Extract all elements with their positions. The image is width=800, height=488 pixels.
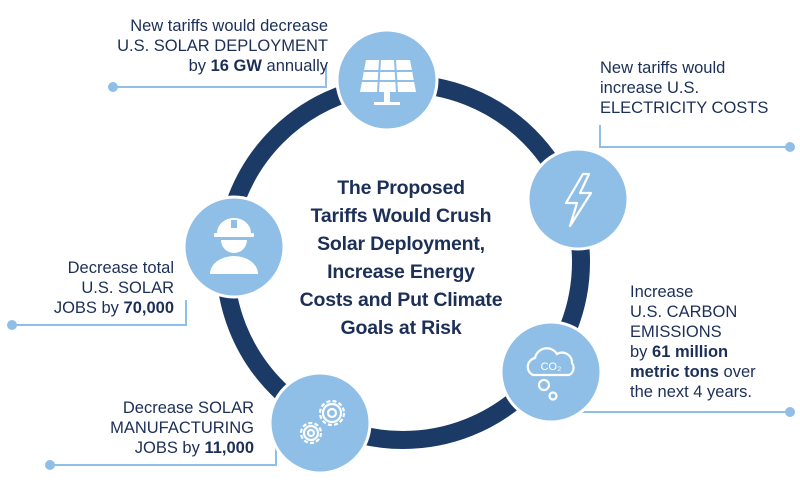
text: by [188, 57, 211, 75]
text: Increase [630, 283, 694, 301]
text: by [630, 343, 653, 361]
label-solar-jobs: Decrease total U.S. SOLAR JOBS by 70,000 [54, 258, 174, 318]
gears-icon [299, 399, 346, 445]
text: MANUFACTURING [110, 419, 254, 437]
leader-line-electricity [599, 125, 795, 152]
leader-line-jobs [7, 300, 187, 330]
label-line: Increase [630, 282, 756, 302]
text: JOBS by [134, 439, 205, 457]
text: the next 4 years. [630, 383, 752, 401]
node-circle-electricity [526, 147, 630, 251]
label-line: EMISSIONS [630, 322, 756, 342]
text: ELECTRICITY COSTS [600, 99, 769, 117]
lightning-bolt-icon [564, 172, 593, 228]
text: Decrease SOLAR [122, 399, 254, 417]
bold-value: 61 million [652, 343, 729, 361]
label-line: increase U.S. [600, 78, 768, 98]
text: U.S. SOLAR DEPLOYMENT [117, 37, 328, 55]
label-line: Decrease total [54, 258, 174, 278]
label-carbon-emissions: Increase U.S. CARBON EMISSIONS by 61 mil… [630, 282, 756, 402]
text: annually [261, 57, 328, 75]
text: over [718, 363, 756, 381]
label-line: Decrease SOLAR [110, 398, 254, 418]
text: U.S. SOLAR [81, 279, 174, 297]
hard-hat-worker-icon [210, 218, 258, 274]
label-line: MANUFACTURING [110, 418, 254, 438]
title-line: Tariffs Would Crush [310, 205, 492, 227]
text: Decrease total [67, 259, 174, 277]
text: EMISSIONS [630, 323, 722, 341]
label-line: U.S. SOLAR DEPLOYMENT [117, 36, 328, 56]
leader-line-solar [108, 65, 327, 92]
label-line: JOBS by 70,000 [54, 298, 174, 318]
label-line: by 61 million [630, 342, 756, 362]
label-line: New tariffs would decrease [117, 16, 328, 36]
center-title: The Proposed Tariffs Would Crush Solar D… [268, 174, 534, 342]
bold-value: 70,000 [123, 299, 174, 317]
bold-value: 11,000 [204, 439, 254, 457]
title-line: Costs and Put Climate [299, 289, 503, 311]
label-line: by 16 GW annually [117, 56, 328, 76]
node-circle-manufacturing [268, 371, 372, 475]
node-circle-carbon [499, 320, 603, 424]
title-line: Solar Deployment, [317, 233, 485, 255]
label-line: New tariffs would [600, 58, 768, 78]
bold-value: metric tons [630, 363, 719, 381]
co2-label: CO₂ [541, 361, 562, 373]
label-line: metric tons over [630, 362, 756, 382]
label-electricity-costs: New tariffs would increase U.S. ELECTRIC… [600, 58, 768, 118]
label-line: ELECTRICITY COSTS [600, 98, 768, 118]
bold-value: 16 GW [210, 57, 262, 75]
text: New tariffs would decrease [130, 17, 328, 35]
label-line: JOBS by 11,000 [110, 438, 254, 458]
title-line: Goals at Risk [340, 317, 462, 339]
label-solar-deployment: New tariffs would decrease U.S. SOLAR DE… [117, 16, 328, 76]
solar-panel-icon [360, 59, 416, 105]
text: New tariffs would [600, 59, 726, 77]
label-line: the next 4 years. [630, 382, 756, 402]
text: JOBS by [53, 299, 124, 317]
text: increase U.S. [600, 79, 700, 97]
label-line: U.S. CARBON [630, 302, 756, 322]
label-line: U.S. SOLAR [54, 278, 174, 298]
text: U.S. CARBON [630, 303, 738, 321]
title-line: Increase Energy [327, 261, 475, 283]
title-line: The Proposed [337, 177, 465, 199]
co2-cloud-icon [526, 347, 575, 401]
label-manufacturing-jobs: Decrease SOLAR MANUFACTURING JOBS by 11,… [110, 398, 254, 458]
